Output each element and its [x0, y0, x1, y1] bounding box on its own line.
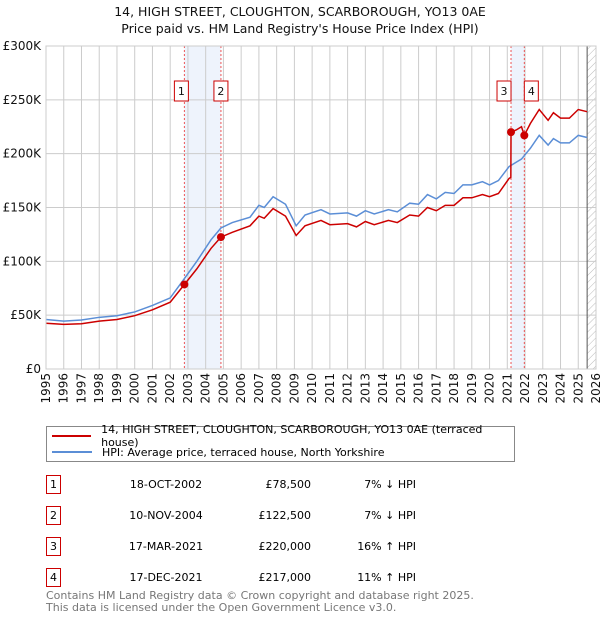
x-tick-label: 2015 — [394, 373, 408, 404]
x-tick-label: 2014 — [376, 373, 390, 404]
sale-point — [180, 280, 189, 289]
sale-marker-label: 3 — [501, 85, 508, 98]
x-tick-label: 2017 — [429, 373, 443, 404]
transaction-date: 10-NOV-2004 — [129, 509, 203, 522]
x-tick-label: 1999 — [110, 373, 124, 404]
transaction-row: 4 17-DEC-2021 £217,000 11% ↑ HPI — [46, 568, 446, 588]
sale-marker-badge — [496, 80, 512, 102]
legend-label: HPI: Average price, terraced house, Nort… — [102, 445, 385, 459]
x-tick-label: 2007 — [252, 373, 266, 404]
transaction-hpi: 16% ↑ HPI — [357, 540, 416, 553]
x-tick-label: 1997 — [74, 373, 88, 404]
x-tick-label: 2005 — [216, 373, 230, 404]
transaction-price: £78,500 — [265, 478, 312, 491]
legend-item-property: 14, HIGH STREET, CLOUGHTON, SCARBOROUGH,… — [47, 423, 514, 449]
marker-badge: 2 — [46, 506, 61, 525]
chart-subtitle: Price paid vs. HM Land Registry's House … — [121, 21, 479, 36]
x-tick-label: 2002 — [163, 373, 177, 404]
y-tick-label: £300K — [3, 39, 43, 53]
hpi-line — [45, 134, 588, 322]
legend-swatch-red — [52, 435, 92, 437]
transaction-hpi: 7% ↓ HPI — [364, 509, 416, 522]
transaction-price: £217,000 — [258, 571, 312, 584]
y-tick-label: £0 — [26, 362, 41, 376]
property-price-line — [45, 108, 588, 326]
sale-marker-badge — [213, 80, 229, 102]
x-tick-label: 2009 — [287, 373, 301, 404]
x-tick-label: 1996 — [57, 373, 71, 404]
transaction-price: £220,000 — [258, 540, 312, 553]
marker-badge: 3 — [46, 537, 61, 556]
transaction-date: 18-OCT-2002 — [129, 478, 203, 491]
footer-copyright: Contains HM Land Registry data © Crown c… — [46, 589, 474, 602]
transaction-row: 2 10-NOV-2004 £122,500 7% ↓ HPI — [46, 506, 446, 526]
transaction-row: 3 17-MAR-2021 £220,000 16% ↑ HPI — [46, 537, 446, 557]
x-tick-label: 2003 — [181, 373, 195, 404]
x-tick-label: 2012 — [341, 373, 355, 404]
sale-marker-badge — [523, 80, 539, 102]
chart-title: 14, HIGH STREET, CLOUGHTON, SCARBOROUGH,… — [114, 4, 486, 19]
x-tick-label: 1998 — [92, 373, 106, 404]
transaction-hpi: 7% ↓ HPI — [364, 478, 416, 491]
x-tick-label: 2020 — [483, 373, 497, 404]
footer-licence: This data is licensed under the Open Gov… — [46, 601, 397, 614]
transaction-date: 17-MAR-2021 — [128, 540, 204, 553]
legend-label: 14, HIGH STREET, CLOUGHTON, SCARBOROUGH,… — [101, 423, 483, 449]
sale-point — [520, 131, 529, 140]
plot-border — [45, 45, 597, 370]
legend: 14, HIGH STREET, CLOUGHTON, SCARBOROUGH,… — [46, 423, 515, 462]
sale-marker-label: 4 — [528, 85, 535, 98]
x-tick-label: 2006 — [234, 373, 248, 404]
x-tick-label: 2022 — [518, 373, 532, 404]
sale-marker-label: 2 — [217, 85, 224, 98]
x-tick-label: 2021 — [500, 373, 514, 404]
price-chart: 1995 1996 1997 1998 1999 2000 2001 2002 2003 2004… — [3, 39, 600, 404]
transaction-row: 1 18-OCT-2002 £78,500 7% ↓ HPI — [46, 475, 446, 495]
y-tick-label: £200K — [3, 147, 43, 161]
marker-badge: 4 — [46, 568, 61, 587]
x-tick-label: 2010 — [305, 373, 319, 404]
x-tick-label: 2016 — [412, 373, 426, 404]
x-tick-label: 2024 — [554, 373, 568, 404]
y-tick-label: £100K — [3, 254, 43, 268]
x-tick-label: 2001 — [145, 373, 159, 404]
sale-point — [507, 128, 516, 137]
marker-badge: 1 — [46, 475, 61, 494]
transaction-date: 17-DEC-2021 — [129, 571, 203, 584]
y-tick-label: £250K — [3, 93, 43, 107]
sale-marker-label: 1 — [178, 85, 185, 98]
x-tick-label: 2011 — [323, 373, 337, 404]
x-tick-label: 2026 — [589, 373, 600, 404]
x-tick-label: 1995 — [39, 373, 53, 404]
legend-item-hpi: HPI: Average price, terraced house, Nort… — [47, 444, 384, 460]
x-tick-label: 2013 — [358, 373, 372, 404]
y-tick-label: £150K — [3, 201, 43, 215]
x-tick-label: 2008 — [270, 373, 284, 404]
x-tick-label: 2023 — [536, 373, 550, 404]
x-tick-label: 2004 — [199, 373, 213, 404]
transaction-price: £122,500 — [258, 509, 312, 522]
sale-marker-badge — [173, 80, 189, 102]
x-tick-label: 2019 — [465, 373, 479, 404]
y-tick-label: £50K — [10, 308, 42, 322]
sale-point — [216, 233, 225, 242]
x-tick-label: 2025 — [571, 373, 585, 404]
transaction-hpi: 11% ↑ HPI — [357, 571, 416, 584]
legend-swatch-blue — [52, 451, 92, 453]
x-tick-label: 2000 — [128, 373, 142, 404]
x-tick-label: 2018 — [447, 373, 461, 404]
